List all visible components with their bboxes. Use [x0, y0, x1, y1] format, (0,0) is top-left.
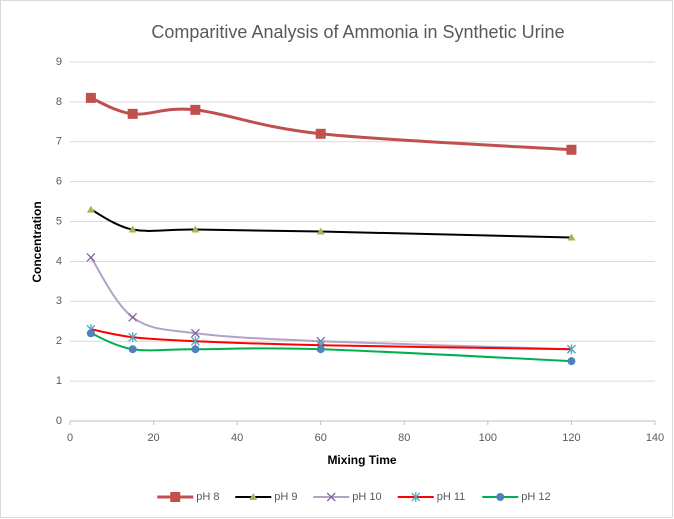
series-line: [90, 328, 572, 351]
x-tick-label: 140: [646, 432, 664, 444]
legend-item: pH 10: [313, 491, 382, 503]
y-tick-label: 0: [56, 415, 62, 427]
y-tick-label: 9: [56, 56, 62, 68]
y-tick-label: 4: [56, 255, 62, 267]
y-tick-label: 2: [56, 335, 62, 347]
series-line: [90, 256, 572, 351]
marker: [86, 329, 95, 338]
marker: [566, 344, 576, 355]
legend-marker: [249, 493, 258, 500]
legend-marker: [411, 492, 421, 502]
marker: [128, 345, 137, 354]
y-tick-label: 8: [56, 96, 62, 108]
legend-label: pH 8: [196, 491, 219, 503]
marker: [566, 144, 577, 155]
legend-label: pH 12: [521, 491, 550, 503]
y-tick-label: 3: [56, 295, 62, 307]
x-tick-label: 60: [315, 432, 327, 444]
legend-marker: [326, 492, 336, 502]
x-tick-label: 100: [479, 432, 497, 444]
legend-label: pH 9: [274, 491, 297, 503]
legend-marker: [170, 492, 181, 502]
legend-marker: [496, 493, 505, 501]
marker: [86, 252, 96, 262]
marker: [191, 345, 200, 354]
marker: [85, 92, 96, 103]
marker: [316, 227, 325, 235]
legend-item: pH 8: [157, 491, 220, 503]
marker: [190, 328, 200, 338]
x-tick-label: 0: [67, 432, 73, 444]
y-axis-title: Concentration: [30, 201, 44, 282]
marker: [190, 104, 201, 115]
marker: [191, 225, 200, 233]
legend-label: pH 10: [352, 491, 381, 503]
marker: [190, 336, 200, 347]
marker: [128, 332, 138, 343]
legend-label: pH 11: [437, 491, 466, 503]
x-tick-label: 40: [231, 432, 243, 444]
chart-title: Comparitive Analysis of Ammonia in Synth…: [151, 22, 564, 42]
legend-item: pH 12: [482, 491, 551, 503]
legend-item: pH 9: [235, 491, 298, 503]
marker: [567, 357, 576, 366]
marker: [315, 128, 326, 139]
marker: [128, 225, 137, 233]
x-tick-label: 120: [562, 432, 580, 444]
y-tick-label: 7: [56, 136, 62, 148]
marker: [316, 345, 325, 354]
y-tick-label: 6: [56, 176, 62, 188]
x-tick-label: 20: [147, 432, 159, 444]
marker: [86, 205, 95, 213]
y-tick-label: 5: [56, 215, 62, 227]
x-axis-title: Mixing Time: [327, 453, 396, 467]
x-tick-label: 80: [398, 432, 410, 444]
marker: [567, 233, 576, 241]
marker: [127, 108, 138, 119]
y-tick-label: 1: [56, 375, 62, 387]
legend-item: pH 11: [397, 491, 466, 503]
series-line: [90, 208, 572, 239]
marker: [128, 312, 138, 322]
